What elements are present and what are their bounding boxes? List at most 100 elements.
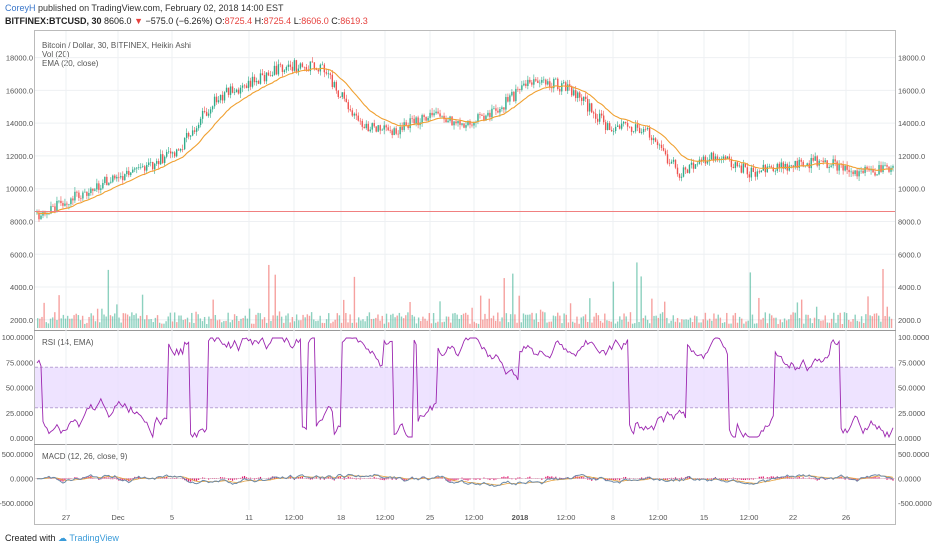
candle-body xyxy=(457,121,459,124)
volume-bar xyxy=(396,315,398,328)
candle-body xyxy=(872,169,874,173)
tradingview-link[interactable]: TradingView xyxy=(69,533,119,543)
volume-bar xyxy=(340,322,343,328)
pane-divider-macd[interactable] xyxy=(34,444,896,445)
volume-bar xyxy=(681,319,683,328)
volume-bar xyxy=(751,314,754,328)
volume-bar xyxy=(557,312,559,328)
macd-histogram-bar xyxy=(192,478,194,481)
macd-histogram-bar xyxy=(221,477,224,479)
tradingview-logo-icon[interactable]: ☁ xyxy=(58,533,68,543)
volume-bar xyxy=(208,316,210,328)
open-value: 8725.4 xyxy=(224,16,253,26)
candle-body xyxy=(397,133,399,135)
volume-bar xyxy=(163,323,165,328)
volume-bar xyxy=(417,317,420,328)
volume-bar xyxy=(856,320,859,328)
macd-histogram-bar xyxy=(742,478,744,480)
candle-body xyxy=(441,115,443,117)
candle-body xyxy=(152,161,154,170)
candle-body xyxy=(160,154,162,165)
candle-body xyxy=(874,172,876,176)
macd-histogram-bar xyxy=(132,477,134,479)
macd-histogram-bar xyxy=(174,477,176,479)
candle-body xyxy=(189,135,192,137)
volume-bar xyxy=(676,317,679,328)
macd-histogram-bar xyxy=(527,477,529,479)
candle-body xyxy=(646,127,649,130)
candle-body xyxy=(650,137,653,141)
volume-bar xyxy=(668,323,670,328)
high-label: H: xyxy=(254,16,264,26)
volume-bar xyxy=(114,313,116,328)
candle-body xyxy=(58,200,60,202)
candle-body xyxy=(257,81,260,84)
macd-tick-right: -500.0000 xyxy=(898,499,932,508)
volume-bar xyxy=(355,322,358,328)
ema-line xyxy=(36,67,894,215)
macd-histogram-bar xyxy=(844,478,846,480)
candle-body xyxy=(241,85,244,88)
candle-body xyxy=(295,60,298,72)
volume-bar xyxy=(582,316,585,328)
candle-body xyxy=(78,192,80,199)
candle-body xyxy=(616,125,619,127)
volume-bar xyxy=(428,313,431,328)
macd-histogram-bar xyxy=(387,478,389,480)
volume-bar xyxy=(360,320,362,328)
candle-body xyxy=(363,126,365,129)
candle-body xyxy=(768,166,770,167)
candle-body xyxy=(164,156,166,163)
candle-body xyxy=(642,129,645,133)
volume-bar xyxy=(73,315,75,328)
macd-histogram-bar xyxy=(549,476,551,479)
candle-body xyxy=(469,121,471,125)
candle-body xyxy=(423,115,425,117)
volume-bar xyxy=(447,316,450,328)
volume-bar xyxy=(616,321,619,328)
volume-bar xyxy=(524,314,527,328)
volume-bar xyxy=(711,320,713,328)
candle-body xyxy=(431,112,433,116)
candle-body xyxy=(658,144,661,146)
candle-body xyxy=(746,167,749,175)
macd-histogram-bar xyxy=(888,478,890,480)
volume-bar xyxy=(236,315,238,328)
volume-bar xyxy=(702,319,704,328)
candle-body xyxy=(592,112,595,114)
chart-frame[interactable] xyxy=(34,30,896,525)
author-link[interactable]: CoreyH xyxy=(5,3,36,13)
volume-bar xyxy=(47,323,50,328)
volume-bar xyxy=(66,315,69,328)
volume-bar xyxy=(835,322,837,328)
volume-bar xyxy=(246,318,249,328)
rsi-tick-right: 75.0000 xyxy=(898,358,925,367)
candle-body xyxy=(495,108,497,111)
volume-bar xyxy=(723,322,726,328)
candle-body xyxy=(309,61,312,72)
candle-body xyxy=(165,152,168,157)
x-tick-label: 25 xyxy=(426,513,434,522)
macd-histogram-bar xyxy=(724,478,726,481)
candle-body xyxy=(132,169,134,173)
volume-bar xyxy=(336,313,338,328)
macd-histogram-bar xyxy=(331,478,333,480)
candle-body xyxy=(670,161,673,164)
volume-bar xyxy=(120,322,122,328)
volume-bar xyxy=(233,314,236,328)
macd-histogram-bar xyxy=(475,478,477,480)
volume-bar xyxy=(191,312,193,328)
candle-body xyxy=(263,74,266,82)
candle-body xyxy=(375,126,377,132)
volume-bar xyxy=(593,316,595,328)
candle-body xyxy=(319,64,322,72)
pane-divider-rsi[interactable] xyxy=(34,330,896,331)
volume-bar xyxy=(400,316,403,328)
macd-histogram-bar xyxy=(301,476,303,479)
candle-body xyxy=(118,176,120,178)
candle-body xyxy=(802,161,804,167)
volume-bar xyxy=(116,304,118,328)
candle-body xyxy=(567,84,569,91)
candle-body xyxy=(207,113,210,116)
